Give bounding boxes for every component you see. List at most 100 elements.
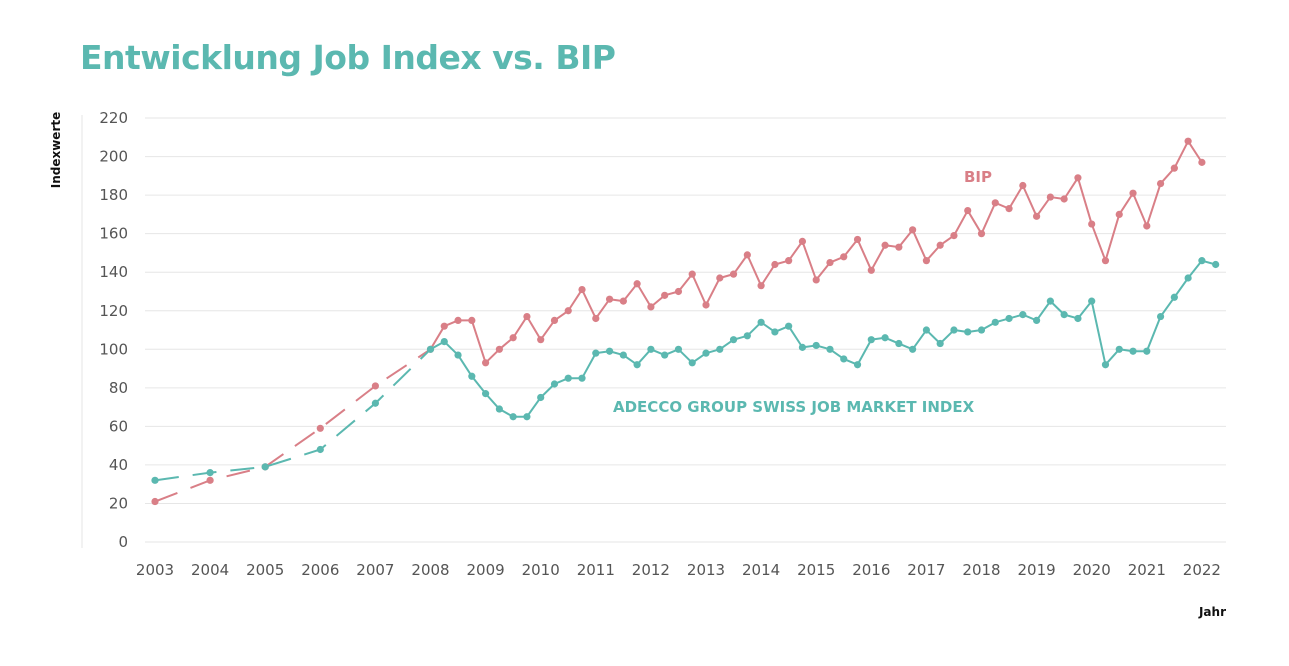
job-point — [757, 318, 765, 326]
y-tick-label: 60 — [109, 417, 128, 435]
y-tick-label: 140 — [99, 263, 128, 281]
x-tick-label: 2022 — [1183, 561, 1221, 579]
bip-point — [1101, 257, 1110, 265]
bip-point — [950, 232, 958, 240]
bip-point — [771, 260, 779, 269]
bip-point — [564, 307, 572, 315]
y-tick-label: 180 — [99, 186, 128, 204]
job-point — [440, 337, 448, 346]
y-tick-label: 100 — [99, 340, 128, 358]
x-tick-label: 2009 — [467, 561, 505, 579]
job-point — [1101, 361, 1110, 369]
bip-point — [936, 241, 944, 249]
bip-point — [922, 257, 931, 265]
x-tick-label: 2021 — [1128, 561, 1166, 579]
x-tick-label: 2015 — [797, 561, 835, 579]
y-tick-label: 220 — [99, 109, 128, 127]
job-point — [206, 469, 214, 477]
job-dashed-line — [154, 348, 432, 482]
job-point — [1019, 311, 1027, 319]
job-point — [853, 361, 862, 369]
job-point — [1212, 260, 1220, 269]
bip-point — [881, 241, 889, 249]
y-tick-label: 80 — [109, 379, 128, 397]
chart-title: Entwicklung Job Index vs. BIP — [80, 38, 616, 77]
job-point — [977, 326, 986, 334]
bip-point — [1074, 174, 1082, 182]
job-point — [371, 399, 379, 407]
bip-point — [206, 476, 214, 484]
bip-point — [550, 316, 559, 324]
y-tick-label: 40 — [109, 456, 128, 474]
bip-point — [964, 206, 972, 215]
x-tick-label: 2007 — [356, 561, 394, 579]
y-tick-label: 0 — [118, 533, 128, 551]
job-point — [151, 476, 159, 484]
bip-point — [633, 280, 641, 288]
job-point — [922, 326, 931, 334]
job-point — [564, 374, 572, 382]
y-axis-label: Indexwerte — [49, 112, 63, 189]
bip-point — [1088, 220, 1096, 228]
bip-point — [592, 314, 600, 323]
bip-point — [853, 235, 862, 244]
bip-point — [454, 316, 462, 324]
job-point — [482, 390, 490, 398]
job-point — [1033, 316, 1041, 324]
job-point — [509, 413, 517, 421]
bip-point — [716, 274, 724, 282]
x-tick-label: 2016 — [852, 561, 890, 579]
job-point — [716, 345, 724, 353]
y-tick-label: 160 — [99, 225, 128, 243]
job-index-series-label: ADECCO GROUP SWISS JOB MARKET INDEX — [613, 398, 975, 416]
bip-dashed-line — [154, 348, 432, 503]
bip-point — [812, 276, 820, 284]
job-point — [1184, 274, 1192, 282]
y-tick-label: 20 — [109, 494, 128, 512]
job-point — [936, 339, 944, 348]
job-point — [1170, 293, 1178, 301]
job-point — [578, 374, 586, 382]
bip-point — [867, 266, 875, 274]
bip-point — [1184, 137, 1192, 145]
job-point — [826, 345, 834, 353]
bip-line — [429, 140, 1203, 364]
bip-point — [523, 312, 531, 321]
job-point — [881, 334, 889, 342]
bip-point — [977, 230, 986, 238]
x-tick-label: 2012 — [632, 561, 670, 579]
x-tick-label: 2019 — [1018, 561, 1056, 579]
job-point — [950, 326, 958, 334]
x-tick-label: 2018 — [962, 561, 1000, 579]
job-point — [468, 372, 476, 380]
job-point — [1115, 345, 1123, 353]
job-point — [592, 349, 600, 357]
bip-point — [757, 282, 765, 290]
bip-point — [826, 258, 834, 267]
job-point — [743, 332, 751, 340]
bip-point — [647, 303, 655, 311]
x-tick-label: 2013 — [687, 561, 725, 579]
x-tick-label: 2008 — [411, 561, 449, 579]
job-point — [426, 345, 435, 353]
job-point — [1046, 297, 1054, 305]
bip-point — [1115, 210, 1123, 219]
job-point — [1143, 347, 1151, 355]
x-tick-label: 2017 — [907, 561, 945, 579]
bip-point — [482, 359, 490, 367]
job-point — [798, 343, 807, 351]
job-point — [261, 463, 269, 471]
bip-point — [1198, 158, 1206, 166]
job-point — [1156, 312, 1165, 321]
job-point — [812, 341, 820, 350]
job-point — [785, 322, 793, 330]
job-point — [1129, 347, 1137, 355]
job-point — [1198, 257, 1206, 265]
job-point — [1060, 311, 1068, 319]
job-point — [702, 349, 710, 357]
bip-point — [743, 251, 751, 259]
x-tick-label: 2003 — [136, 561, 174, 579]
job-point — [619, 351, 627, 359]
job-point — [840, 355, 848, 363]
